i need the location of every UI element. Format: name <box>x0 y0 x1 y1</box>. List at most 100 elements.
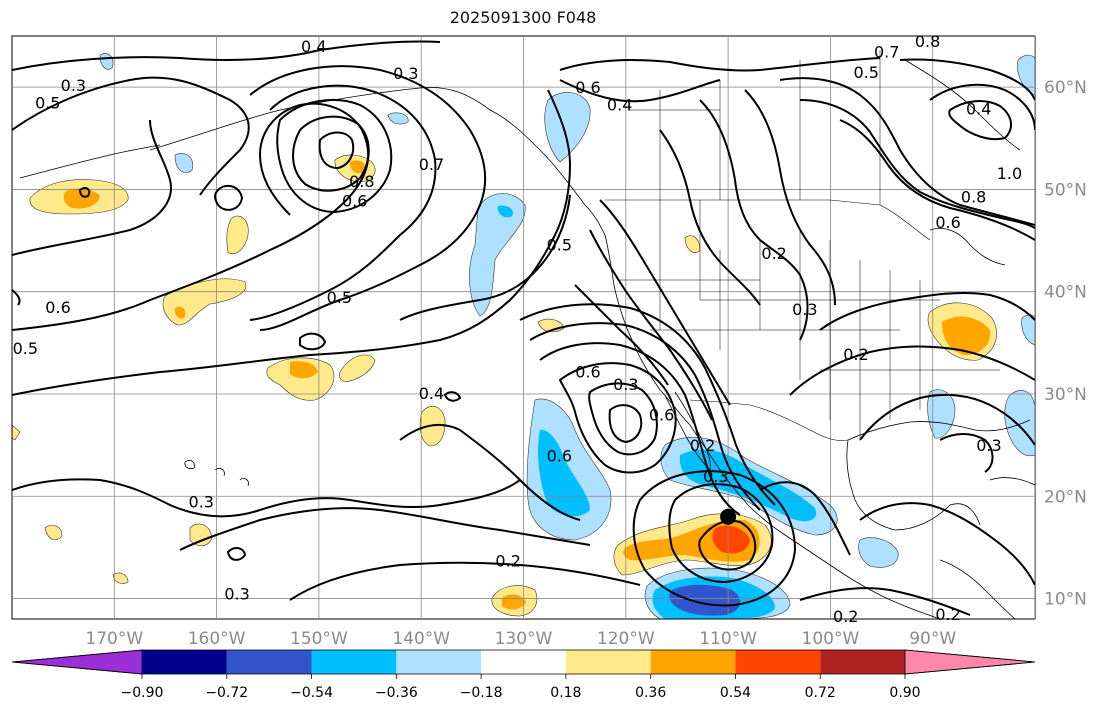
shade-positive-region <box>942 316 991 355</box>
longitude-tick-label: 90°W <box>909 629 956 649</box>
contour-label: 0.2 <box>495 552 520 571</box>
coastline-greatlakes <box>929 228 1006 266</box>
longitude-tick-label: 120°W <box>597 629 655 649</box>
coastline-gulf <box>847 419 1031 441</box>
contour-label: 0.5 <box>547 236 572 255</box>
contour-label: 0.2 <box>833 607 858 626</box>
contour-label: 0.5 <box>13 339 38 358</box>
contour-line <box>744 89 836 306</box>
contour-line <box>443 391 462 402</box>
contour-layer <box>12 40 1035 616</box>
colorbar-segment <box>226 650 312 674</box>
shade-positive-region <box>290 361 318 379</box>
contour-label-layer: 0.40.50.30.30.70.80.60.60.40.70.80.50.41… <box>13 32 1023 626</box>
contour-label: 0.3 <box>613 375 638 394</box>
longitude-tick-label: 130°W <box>495 629 553 649</box>
contour-line <box>948 100 1012 141</box>
colorbar-extend-low <box>11 649 143 675</box>
contour-label: 0.2 <box>761 244 786 263</box>
colorbar-segment <box>481 650 566 674</box>
latitude-tick-label: 30°N <box>1044 385 1087 405</box>
shade-negative-region <box>174 153 194 173</box>
contour-label: 0.4 <box>607 96 632 115</box>
contour-line <box>12 478 521 518</box>
colorbar <box>11 649 1036 675</box>
contour-label: 0.6 <box>547 446 572 465</box>
contour-line <box>929 83 1035 131</box>
contour-label: 0.3 <box>703 467 728 486</box>
contour-line <box>399 194 571 321</box>
contour-label: 1.0 <box>997 164 1022 183</box>
shade-positive-region <box>174 306 186 319</box>
colorbar-tick-label: 0.72 <box>805 685 836 701</box>
contour-label: 0.3 <box>792 300 817 319</box>
coastline-cuba <box>989 477 1035 486</box>
shade-negative-region <box>469 193 526 317</box>
contour-label: 0.2 <box>843 345 868 364</box>
contour-line <box>12 76 250 196</box>
latitude-tick-label: 50°N <box>1044 180 1087 200</box>
contour-label: 0.3 <box>976 436 1001 455</box>
contour-line <box>78 186 91 198</box>
contour-line <box>799 99 1035 229</box>
colorbar-segment <box>565 650 651 674</box>
contour-label: 0.3 <box>224 584 249 603</box>
colorbar-tick-labels: −0.90 −0.72 −0.54 −0.36 −0.18 0.18 0.36 0.54 0.7… <box>121 674 921 701</box>
contour-line <box>659 129 761 306</box>
contour-label: 0.5 <box>327 288 352 307</box>
coastline-baja <box>664 391 711 471</box>
contour-label: 0.8 <box>349 172 374 191</box>
shaded-anomaly-layer <box>12 53 1035 619</box>
contour-label: 0.7 <box>419 155 444 174</box>
coastline-hudson <box>904 59 1021 151</box>
contour-label: 0.5 <box>853 63 878 82</box>
contour-line <box>559 79 721 103</box>
shade-negative-region <box>537 429 590 517</box>
contour-line <box>179 507 591 551</box>
contour-line <box>699 99 809 341</box>
contour-line <box>899 58 1035 101</box>
shade-positive-region <box>44 524 63 541</box>
shade-negative-region <box>669 584 741 616</box>
contour-label: 0.6 <box>649 405 674 424</box>
contour-line <box>519 303 776 506</box>
colorbar-tick-label: −0.18 <box>460 685 503 701</box>
contour-line <box>249 84 437 321</box>
contour-label: 0.3 <box>393 64 418 83</box>
contour-line <box>12 119 172 256</box>
latitude-tick-label: 40°N <box>1044 283 1087 303</box>
contour-line <box>632 470 797 607</box>
contour-line <box>12 102 370 331</box>
coastline-central-america <box>939 559 1016 619</box>
contour-label: 0.4 <box>419 384 444 403</box>
contour-label: 0.7 <box>874 42 899 61</box>
border-us-states <box>620 200 1000 440</box>
contour-line <box>12 289 21 306</box>
colorbar-tick-label: −0.36 <box>375 685 418 701</box>
border-canada-provinces <box>630 50 881 205</box>
shade-negative-region <box>99 53 114 70</box>
shade-negative-region <box>387 112 409 125</box>
shade-negative-region <box>1017 54 1035 96</box>
coastline-layer <box>19 50 1035 619</box>
shade-positive-region <box>189 523 213 547</box>
contour-line <box>759 481 851 556</box>
shade-negative-region <box>858 537 899 568</box>
colorbar-segment <box>820 650 905 674</box>
shade-positive-region <box>684 235 701 253</box>
coastline-mexico-east <box>846 439 981 531</box>
coastline-alaska <box>149 87 606 236</box>
contour-line <box>574 284 669 386</box>
contour-label: 0.6 <box>45 298 70 317</box>
contour-line <box>399 423 581 521</box>
latitude-tick-label: 10°N <box>1044 590 1087 610</box>
contour-line <box>249 65 487 331</box>
colorbar-segment <box>311 650 397 674</box>
border-us-mexico <box>689 399 849 441</box>
contour-line <box>608 404 643 444</box>
latitude-tick-label: 60°N <box>1044 78 1087 98</box>
contour-line <box>539 342 741 516</box>
contour-line <box>859 502 1035 586</box>
contour-line <box>789 345 1035 396</box>
colorbar-segment <box>396 650 482 674</box>
